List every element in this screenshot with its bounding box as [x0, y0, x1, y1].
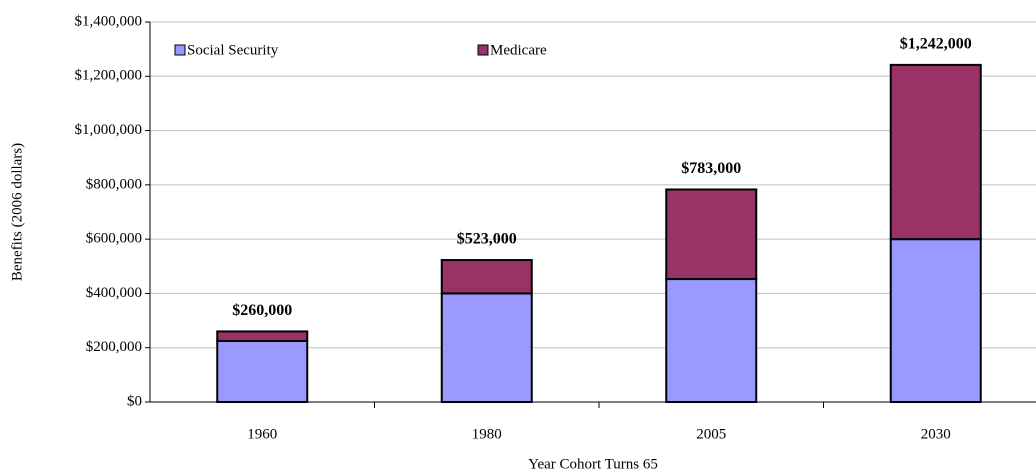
- bar-segment: [665, 278, 758, 403]
- bar-segment: [889, 63, 982, 241]
- total-label: $523,000: [457, 231, 517, 248]
- total-label: $1,242,000: [900, 36, 972, 53]
- legend-swatch: [174, 44, 186, 56]
- y-tick-label: $800,000: [86, 176, 142, 192]
- x-tick-label: 2030: [921, 426, 951, 442]
- y-tick-label: $600,000: [86, 231, 142, 247]
- bar-segment: [216, 339, 309, 403]
- x-tick-label: 1980: [472, 426, 502, 442]
- bar-segment: [665, 188, 758, 281]
- y-axis-title: Benefits (2006 dollars): [9, 143, 25, 281]
- x-tick-label: 1960: [247, 426, 277, 442]
- legend-swatch: [477, 44, 489, 56]
- bar-segment: [440, 259, 533, 295]
- y-tick-label: $1,000,000: [75, 122, 143, 138]
- x-tick-label: 2005: [696, 426, 726, 442]
- x-axis-title: Year Cohort Turns 65: [528, 456, 658, 472]
- y-tick-label: $400,000: [86, 285, 142, 301]
- y-tick-label: $0: [127, 393, 142, 409]
- total-label: $260,000: [232, 302, 292, 319]
- bar-segment: [216, 330, 309, 342]
- legend-box: [152, 36, 652, 66]
- bar-segment: [440, 292, 533, 403]
- legend-label: Medicare: [490, 42, 547, 58]
- y-tick-label: $1,200,000: [75, 68, 143, 84]
- y-tick-label: $1,400,000: [75, 13, 143, 29]
- y-tick-label: $200,000: [86, 339, 142, 355]
- legend-label: Social Security: [187, 42, 279, 58]
- bar-segment: [889, 238, 982, 403]
- total-label: $783,000: [681, 160, 741, 177]
